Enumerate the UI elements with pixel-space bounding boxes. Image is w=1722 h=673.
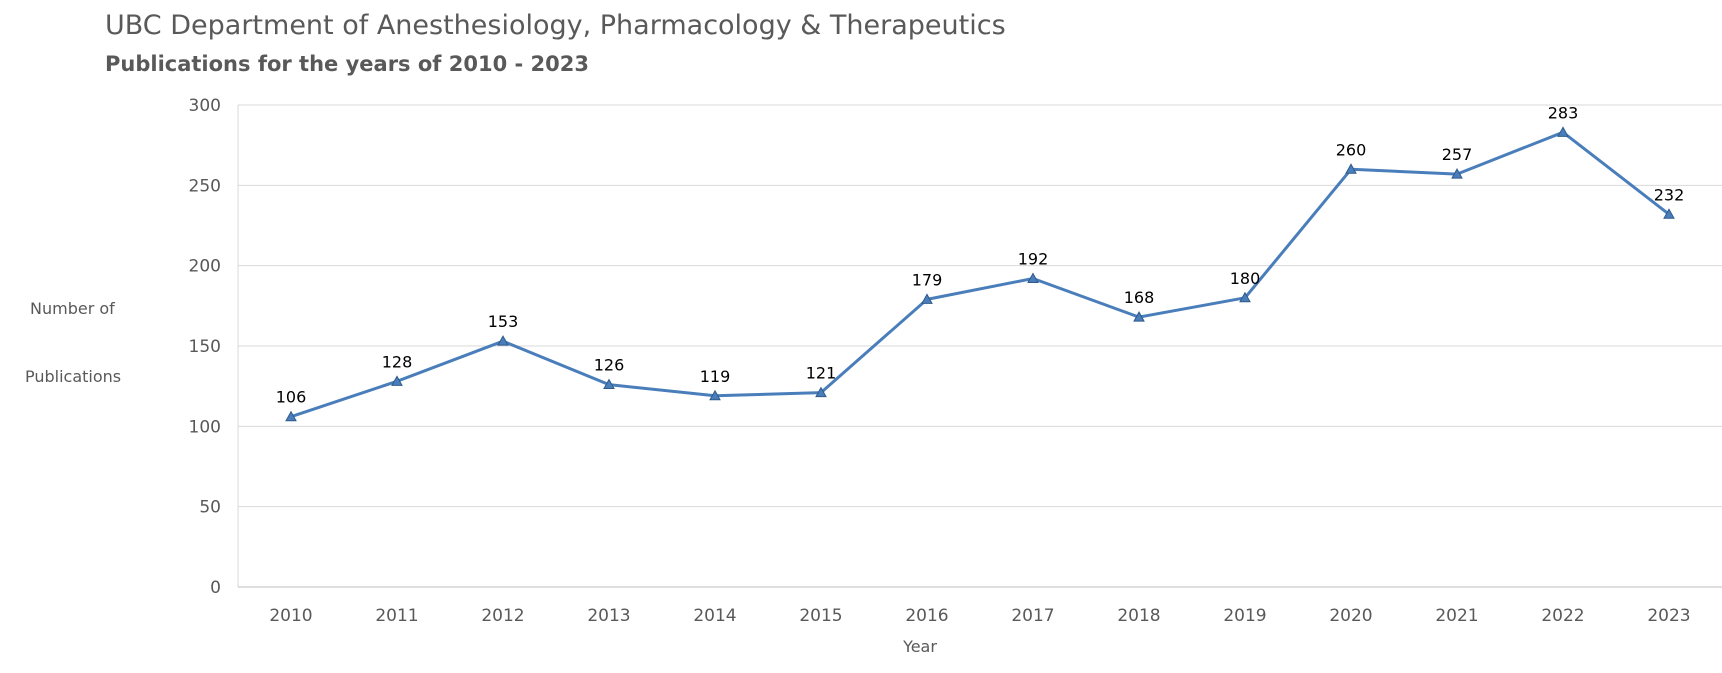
data-label-2014: 119 [700, 367, 731, 386]
data-point-2022 [1557, 126, 1569, 137]
data-point-2015 [815, 386, 827, 398]
x-axis-label: Year [902, 637, 937, 656]
data-label-2022: 283 [1548, 103, 1579, 122]
data-label-2013: 126 [594, 356, 625, 375]
data-point-2018 [1133, 311, 1145, 322]
x-tick-label-2012: 2012 [481, 606, 524, 626]
y-tick-label-50: 50 [199, 498, 221, 518]
data-label-2020: 260 [1336, 140, 1367, 159]
y-tick-label-100: 100 [189, 417, 221, 437]
x-tick-label-2010: 2010 [269, 606, 312, 626]
data-label-2015: 121 [806, 364, 837, 383]
data-point-2023 [1663, 208, 1675, 219]
series-line [290, 130, 1670, 419]
data-point-2013 [603, 378, 615, 390]
data-label-2019: 180 [1230, 269, 1261, 288]
chart-title: UBC Department of Anesthesiology, Pharma… [105, 10, 1006, 41]
series-group [285, 126, 1675, 422]
y-tick-label-250: 250 [189, 176, 221, 196]
y-tick-label-300: 300 [189, 96, 221, 116]
data-point-2010 [285, 410, 297, 422]
x-tick-label-2017: 2017 [1011, 606, 1054, 626]
gridlines [238, 104, 1722, 508]
data-labels: 106 128 153 126 119 121 179 192 168 180 260 257 283 2… [276, 103, 1685, 406]
y-axis-label-line-2: Publications [25, 367, 122, 386]
data-point-2021 [1451, 168, 1463, 179]
data-point-2019 [1239, 291, 1251, 303]
x-tick-label-2022: 2022 [1541, 606, 1584, 626]
data-point-2020 [1345, 163, 1357, 174]
x-tick-label-2019: 2019 [1223, 606, 1266, 626]
data-point-2016 [921, 293, 933, 304]
data-label-2017: 192 [1018, 250, 1049, 269]
data-point-2011 [391, 375, 403, 386]
y-tick-label-200: 200 [189, 257, 221, 277]
axes [237, 105, 1722, 588]
data-point-2012 [497, 335, 509, 346]
x-tick-label-2013: 2013 [587, 606, 630, 626]
data-label-2012: 153 [488, 312, 519, 331]
y-tick-label-150: 150 [189, 337, 221, 357]
x-tick-label-2018: 2018 [1117, 606, 1160, 626]
data-point-2017 [1027, 272, 1039, 284]
x-tick-label-2015: 2015 [799, 606, 842, 626]
x-tick-label-2011: 2011 [375, 606, 418, 626]
x-tick-label-2021: 2021 [1435, 606, 1478, 626]
x-tick-label-2014: 2014 [693, 606, 736, 626]
data-label-2010: 106 [276, 388, 307, 407]
y-axis-label-line-1: Number of [30, 299, 115, 318]
data-label-2021: 257 [1442, 145, 1473, 164]
data-label-2011: 128 [382, 352, 413, 371]
data-label-2023: 232 [1654, 185, 1685, 204]
x-tick-labels: 2010 2011 2012 2013 2014 2015 2016 2017 2018 2019… [269, 606, 1690, 626]
data-label-2016: 179 [912, 270, 943, 289]
data-label-2018: 168 [1124, 288, 1155, 307]
chart-subtitle: Publications for the years of 2010 - 202… [105, 52, 589, 76]
y-tick-labels: 0 50 100 150 200 250 300 [189, 96, 221, 598]
x-tick-label-2020: 2020 [1329, 606, 1372, 626]
x-tick-label-2016: 2016 [905, 606, 948, 626]
data-point-2014 [709, 389, 721, 401]
y-tick-label-0: 0 [210, 578, 221, 598]
x-tick-label-2023: 2023 [1647, 606, 1690, 626]
